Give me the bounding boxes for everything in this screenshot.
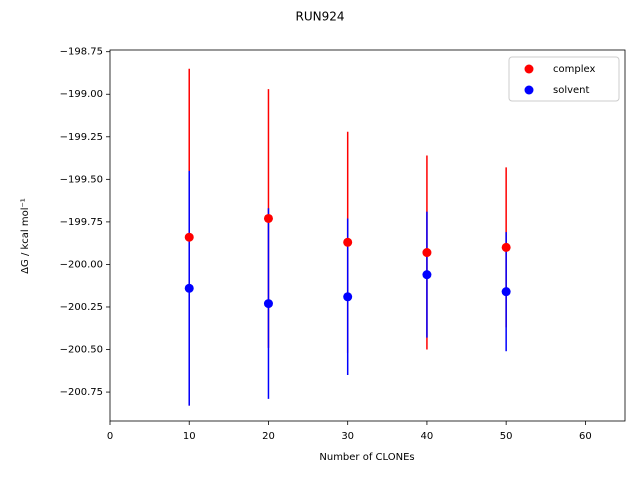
x-tick-label: 20 bbox=[262, 431, 275, 442]
point bbox=[343, 292, 353, 302]
x-tick-label: 60 bbox=[579, 431, 592, 442]
y-tick-label: −200.50 bbox=[60, 345, 103, 356]
y-tick-label: −200.75 bbox=[60, 387, 103, 398]
y-tick-label: −199.75 bbox=[60, 217, 103, 228]
plot-frame bbox=[109, 49, 626, 422]
x-tick-label: 30 bbox=[341, 431, 354, 442]
y-tick-label: −200.25 bbox=[60, 302, 103, 313]
legend-box bbox=[508, 56, 620, 102]
legend-marker bbox=[524, 85, 534, 95]
y-tick-label: −199.50 bbox=[60, 174, 103, 185]
chart-title: RUN924 bbox=[295, 10, 344, 24]
x-tick-label: 40 bbox=[421, 431, 434, 442]
legend-label: complex bbox=[553, 64, 595, 75]
point bbox=[263, 213, 273, 223]
y-tick-label: −199.25 bbox=[60, 132, 103, 143]
x-tick-label: 10 bbox=[183, 431, 196, 442]
point bbox=[184, 232, 194, 242]
y-axis-label: ΔG / kcal mol⁻¹ bbox=[20, 198, 31, 274]
y-tick-label: −200.00 bbox=[60, 259, 103, 270]
x-tick-label: 0 bbox=[107, 431, 113, 442]
point bbox=[184, 283, 194, 293]
legend-label: solvent bbox=[553, 85, 590, 96]
point bbox=[263, 299, 273, 309]
point bbox=[422, 248, 432, 258]
point bbox=[422, 270, 432, 280]
point bbox=[501, 287, 511, 297]
point bbox=[343, 237, 353, 247]
x-tick-label: 50 bbox=[500, 431, 513, 442]
point bbox=[501, 242, 511, 252]
legend-marker bbox=[524, 64, 534, 74]
x-axis-label: Number of CLONEs bbox=[319, 452, 414, 463]
y-tick-label: −198.75 bbox=[60, 47, 103, 58]
y-tick-label: −199.00 bbox=[60, 89, 103, 100]
